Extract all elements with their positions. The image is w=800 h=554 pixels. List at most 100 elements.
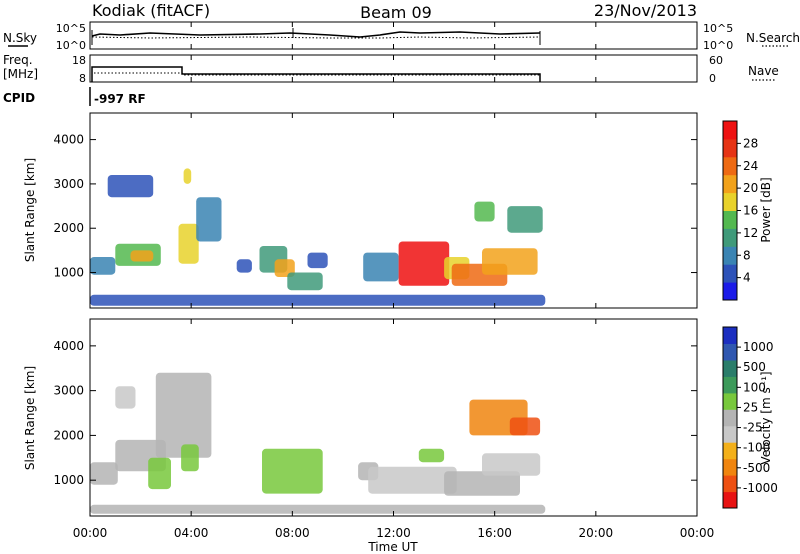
freq-left-tick-top: 18 [72,54,86,67]
power-colorbar-label-5: 24 [743,159,758,173]
power-colorbar-label-3: 16 [743,204,758,218]
velocity-colorbar-swatch-6 [723,392,737,410]
station-title: Kodiak (fitACF) [92,1,210,20]
nsearch-trace [91,36,541,39]
power-ytick-label-3: 4000 [53,133,84,147]
power-region-11 [307,252,328,269]
velocity-colorbar-swatch-10 [723,327,737,344]
power-colorbar-label-4: 20 [743,181,758,195]
power-colorbar: 4 8 12 16 20 24 28 [722,120,758,301]
velocity-region-5 [115,386,136,409]
velocity-region-2 [155,372,212,458]
velocity-y-label: Slant Range [km] [23,366,37,470]
power-region-18 [474,201,495,222]
nave-right-tick-bottom: 0 [709,72,716,85]
power-data-layer [90,168,546,306]
power-colorbar-swatch-6 [723,174,737,194]
velocity-region-10 [482,453,541,476]
power-region-6 [107,175,154,198]
velocity-region-0 [90,462,118,485]
nsky-label: N.Sky [3,31,37,45]
power-colorbar-label-0: 4 [743,271,751,285]
cpid-value: -997 RF [94,92,146,106]
power-region-5 [183,168,192,184]
power-ytick-label-2: 3000 [53,177,84,191]
power-colorbar-swatch-7 [723,156,737,176]
power-region-16 [482,248,538,275]
freq-unit-label: [MHz] [3,67,38,81]
nsky-left-tick-bottom: 10^0 [56,39,86,52]
power-colorbar-swatch-9 [723,121,737,140]
nsky-right-tick-top: 10^5 [703,22,733,35]
nsky-right-tick-bottom: 10^0 [703,39,733,52]
velocity-ytick-label-3: 4000 [53,339,84,353]
power-colorbar-swatch-8 [723,138,737,158]
velocity-colorbar-label-1: 500 [743,360,766,374]
power-ytick-label-1: 2000 [53,221,84,235]
power-y-ticks: 1000 2000 3000 4000 [53,133,697,280]
time-tick-label-3: 12:00 [376,526,411,540]
velocity-panel: 1000 2000 3000 4000 Slant Range [km] 1000 50… [23,318,778,517]
nsky-spikes [91,28,541,45]
velocity-colorbar-swatch-0 [723,491,737,509]
velocity-colorbar-swatch-8 [723,359,737,377]
velocity-region-6 [262,448,323,494]
velocity-colorbar-label-6: -500 [743,461,770,475]
power-region-10 [287,272,323,291]
velocity-colorbar-swatch-5 [723,409,737,427]
beam-title: Beam 09 [360,3,432,22]
freq-trace [91,66,541,82]
time-tick-label-2: 08:00 [275,526,310,540]
power-region-4 [196,197,222,242]
velocity-colorbar-label-7: -1000 [743,481,778,495]
power-colorbar-swatch-3 [723,228,737,247]
freq-label: Freq. [3,53,33,67]
velocity-y-ticks: 1000 2000 3000 4000 [53,339,697,487]
velocity-colorbar-swatch-3 [723,442,737,460]
velocity-colorbar-swatch-9 [723,343,737,361]
power-panel: 1000 2000 3000 4000 Slant Range [km] 4 8 12 16… [23,112,773,309]
power-colorbar-swatch-2 [723,246,737,265]
velocity-colorbar-swatch-4 [723,425,737,443]
velocity-region-14 [90,504,546,514]
power-colorbar-label-2: 12 [743,226,758,240]
velocity-colorbar-label: Velocity [m s⁻¹] [759,371,773,464]
velocity-region-8 [368,466,457,494]
velocity-region-9 [444,471,520,496]
power-colorbar-swatch-0 [723,282,737,301]
velocity-region-13 [418,448,445,463]
power-region-3 [178,223,199,264]
velocity-region-12 [509,417,541,436]
power-region-0 [90,257,116,275]
nsky-trace [91,31,541,38]
nsky-left-tick-top: 10^5 [56,22,86,35]
velocity-colorbar-swatch-1 [723,475,737,493]
nave-right-tick-top: 60 [709,54,723,67]
velocity-ytick-label-0: 1000 [53,473,84,487]
power-region-2 [130,250,154,262]
power-colorbar-label-6: 28 [743,136,758,150]
power-colorbar-swatch-4 [723,210,737,229]
power-colorbar-label: Power [dB] [759,177,773,242]
time-tick-label-0: 00:00 [73,526,108,540]
velocity-region-3 [148,457,171,490]
power-region-13 [398,241,450,286]
cpid-label: CPID [3,91,35,105]
freq-left-tick-bottom: 8 [79,72,86,85]
time-tick-label-4: 16:00 [477,526,512,540]
velocity-colorbar-label-5: -100 [743,441,770,455]
power-colorbar-label-1: 8 [743,248,751,262]
power-region-7 [236,259,252,273]
velocity-ytick-label-2: 3000 [53,384,84,398]
velocity-data-layer [90,372,546,514]
velocity-colorbar-label-0: 1000 [743,340,774,354]
velocity-colorbar-frame [722,326,738,509]
velocity-colorbar-swatch-2 [723,458,737,476]
velocity-colorbar-swatch-7 [723,376,737,394]
power-region-12 [363,252,399,282]
nsky-panel: N.Sky 10^5 10^0 10^5 10^0 N.Search [3,21,800,52]
velocity-ytick-label-1: 2000 [53,428,84,442]
velocity-colorbar-label-3: 25 [743,400,758,414]
velocity-colorbar-label-2: 100 [743,380,766,394]
velocity-colorbar: 1000 500 100 25 -25 -100 -500 -1000 [722,326,778,509]
